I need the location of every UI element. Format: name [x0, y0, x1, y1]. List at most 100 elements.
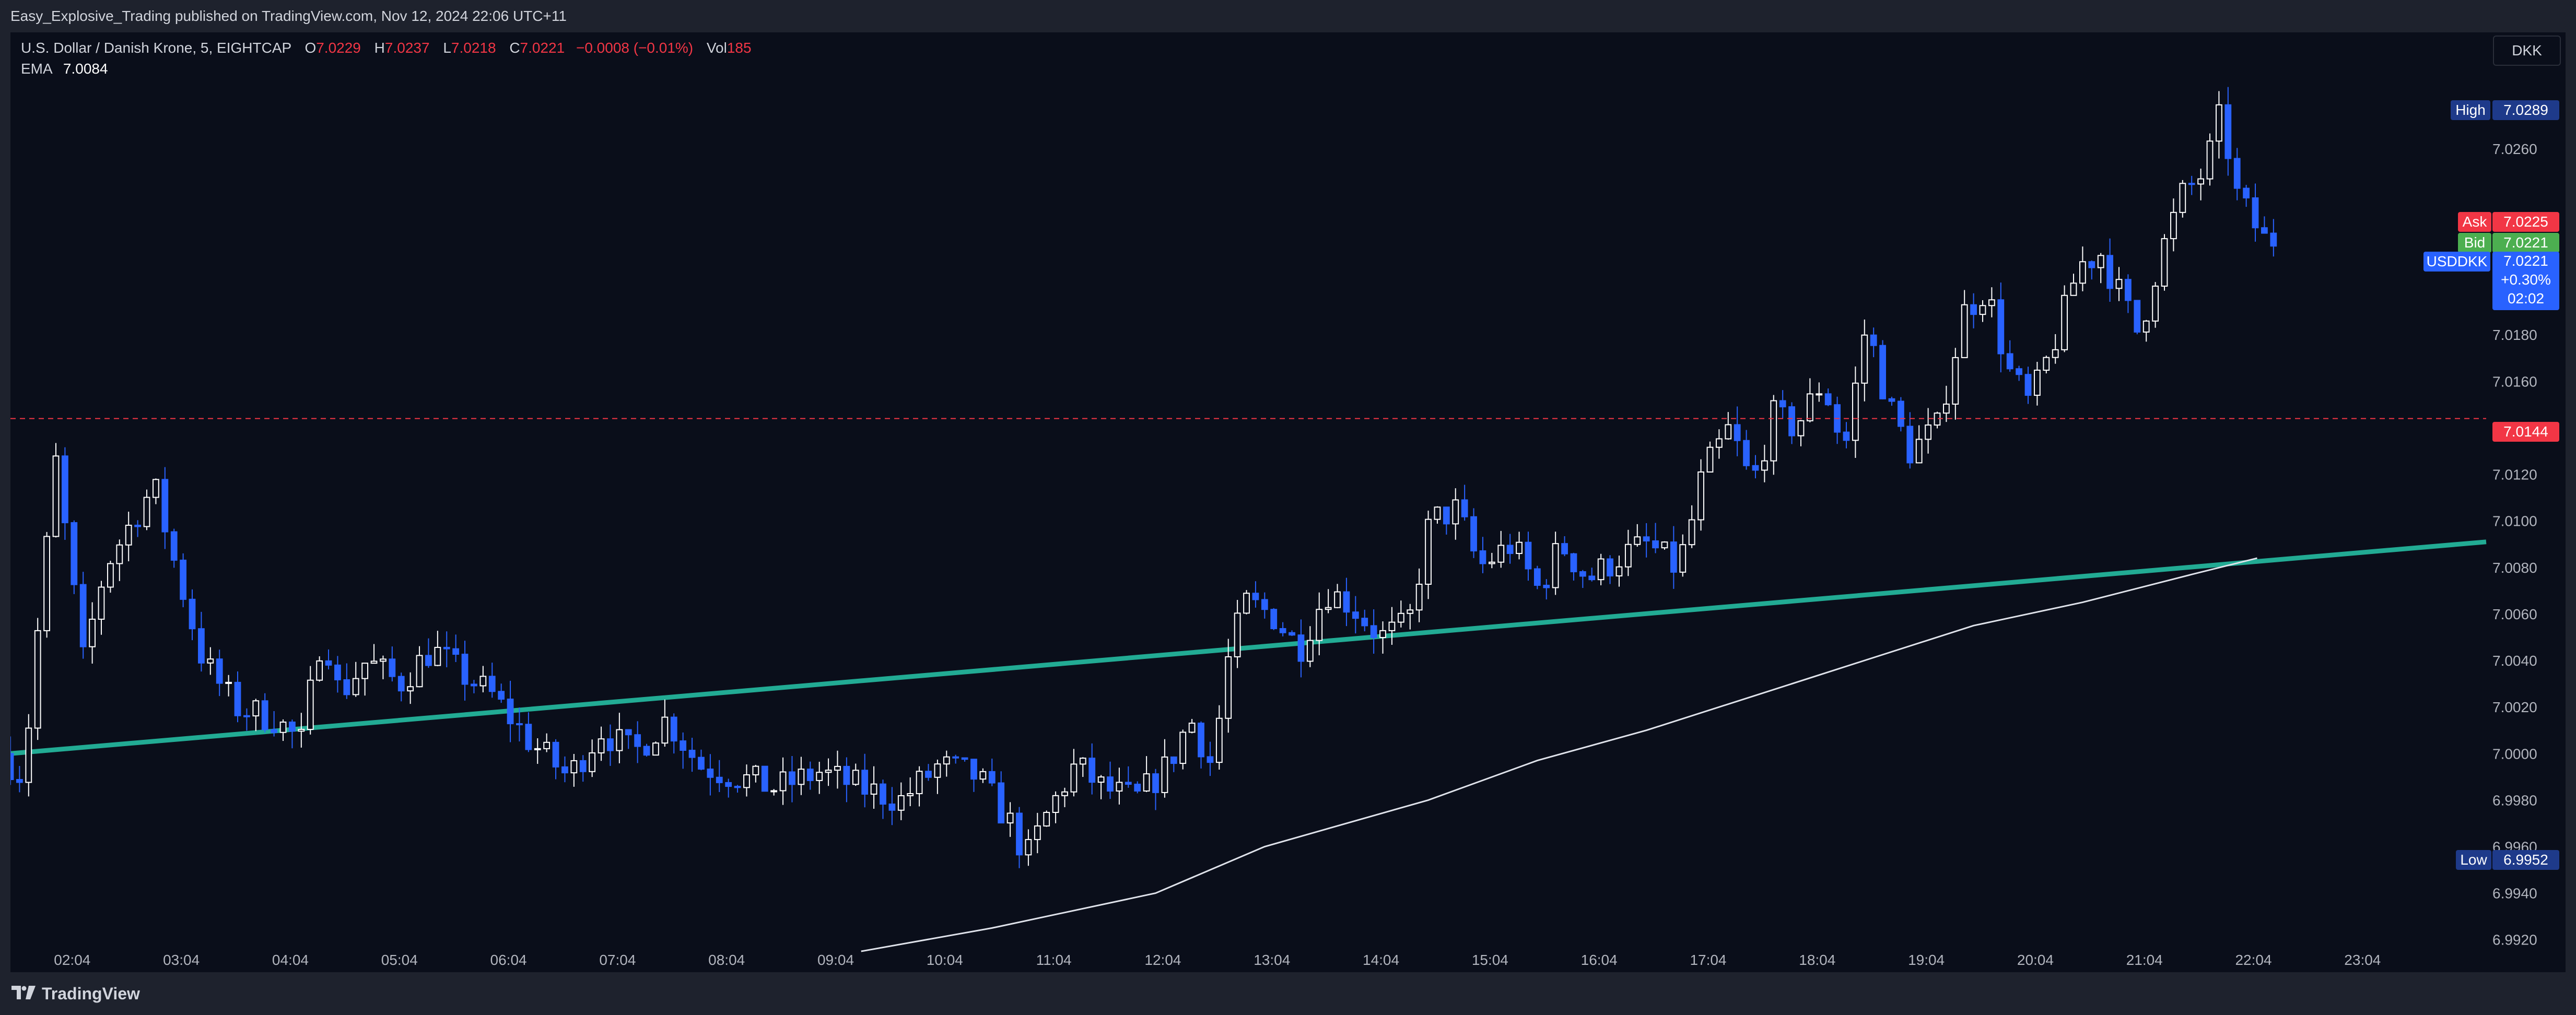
price-chart[interactable]: 6.99206.99406.99606.99807.00007.00207.00… — [10, 32, 2566, 972]
trendline[interactable] — [10, 539, 2487, 756]
candle-body — [71, 522, 78, 585]
candle-body — [370, 660, 378, 664]
candle-body — [334, 664, 341, 680]
high-tag: High — [2451, 100, 2490, 120]
candle — [1388, 607, 1396, 645]
candle — [870, 766, 877, 809]
candle-body — [852, 770, 859, 785]
candle-body — [397, 676, 405, 692]
candle-body — [1915, 439, 1923, 464]
candle-body — [352, 678, 359, 695]
candle-body — [1198, 723, 1204, 758]
candle — [343, 663, 350, 699]
close-value: 7.0221 — [520, 40, 565, 56]
candle-body — [1234, 612, 1241, 657]
candle-body — [1415, 583, 1423, 611]
alert-price-label[interactable]: 7.0144 — [2492, 422, 2559, 442]
legend-row-ema: EMA 7.0084 — [21, 58, 752, 79]
candle-body — [1688, 519, 1695, 546]
candle — [2161, 234, 2168, 291]
currency-selector[interactable]: DKK — [2493, 36, 2561, 66]
candle — [834, 750, 841, 789]
candle — [79, 572, 87, 659]
low-label: L — [443, 40, 451, 56]
candle-body — [2197, 178, 2205, 185]
low-tag: Low — [2456, 850, 2491, 870]
symbol-description: U.S. Dollar / Danish Krone, 5, EIGHTCAP — [21, 40, 291, 56]
chart-area[interactable]: 6.9920 6.9940 6.9960 6.9980 7.0000 7.0020 7.00… — [10, 32, 2566, 972]
candle — [761, 765, 768, 792]
candle-body — [1979, 305, 1986, 315]
y-tick-label: 6.9940 — [2492, 886, 2537, 902]
candle-body — [62, 455, 68, 524]
candle — [579, 755, 587, 782]
candle-body — [761, 765, 768, 792]
candle — [970, 759, 977, 792]
candle — [2152, 282, 2159, 328]
candle-body — [107, 563, 114, 588]
candle — [34, 618, 41, 740]
time-axis[interactable]: 02:04 03:04 04:04 05:04 06:04 07:04 08:04 09:04… — [54, 952, 2381, 968]
candle — [1806, 378, 1813, 422]
candle — [1025, 829, 1032, 866]
y-tick-label: 6.9920 — [2492, 932, 2537, 948]
candle — [2024, 367, 2032, 404]
candle — [1579, 570, 1586, 588]
candle-body — [2243, 187, 2250, 198]
candle-body — [1906, 426, 1914, 464]
publish-text: Easy_Explosive_Trading published on Trad… — [10, 8, 567, 24]
candle — [1670, 526, 1677, 589]
price-axis[interactable]: 6.99206.99406.99606.99807.00007.00207.00… — [2492, 48, 2537, 948]
candle — [1816, 382, 1823, 402]
candle — [1552, 532, 1559, 595]
candle-body — [1125, 782, 1132, 785]
trendline-layer[interactable] — [10, 539, 2487, 756]
x-tick-label: 17:04 — [1690, 952, 1726, 968]
candle-body — [1006, 812, 1014, 824]
candle-body — [716, 776, 723, 783]
candle-body — [770, 790, 778, 793]
candle-body — [1261, 599, 1268, 610]
candle — [1306, 626, 1314, 667]
candle-body — [525, 724, 532, 750]
candle — [1434, 506, 1441, 524]
candle-body — [888, 804, 896, 811]
candle — [2224, 87, 2232, 176]
high-label: H — [374, 40, 385, 56]
x-tick-label: 16:04 — [1581, 952, 1618, 968]
candle — [1870, 327, 1877, 358]
candle-body — [1561, 543, 1568, 554]
candle-body — [516, 723, 523, 726]
tradingview-logo-icon[interactable] — [11, 984, 36, 1004]
candle-body — [1697, 471, 1704, 521]
candle-body — [816, 772, 823, 781]
candle — [1852, 366, 1859, 458]
candle — [389, 646, 396, 682]
tradingview-brand[interactable]: TradingView — [42, 984, 140, 1003]
candle — [925, 764, 932, 781]
candle-body — [89, 618, 96, 647]
candle-body — [1097, 776, 1105, 783]
candle-body — [307, 679, 314, 730]
candle — [1843, 422, 1850, 449]
candle-body — [316, 660, 323, 681]
candle — [816, 762, 823, 794]
candle-body — [688, 750, 696, 758]
candle — [1752, 455, 1759, 479]
candle-body — [1143, 773, 1150, 792]
candle — [1715, 429, 1723, 459]
candle-body — [1207, 756, 1214, 763]
candle — [843, 757, 850, 802]
candle — [1261, 592, 1268, 619]
candle-body — [1370, 625, 1377, 639]
candle-body — [1634, 536, 1641, 545]
candle-body — [2079, 261, 2086, 284]
candle — [2079, 246, 2086, 291]
candle-body — [1942, 403, 1950, 414]
candle-body — [1016, 812, 1023, 856]
candle-body — [1025, 839, 1032, 856]
candle-body — [1479, 550, 1486, 564]
candle-body — [1152, 773, 1159, 793]
candle-body — [161, 479, 169, 533]
candle — [1506, 534, 1514, 564]
